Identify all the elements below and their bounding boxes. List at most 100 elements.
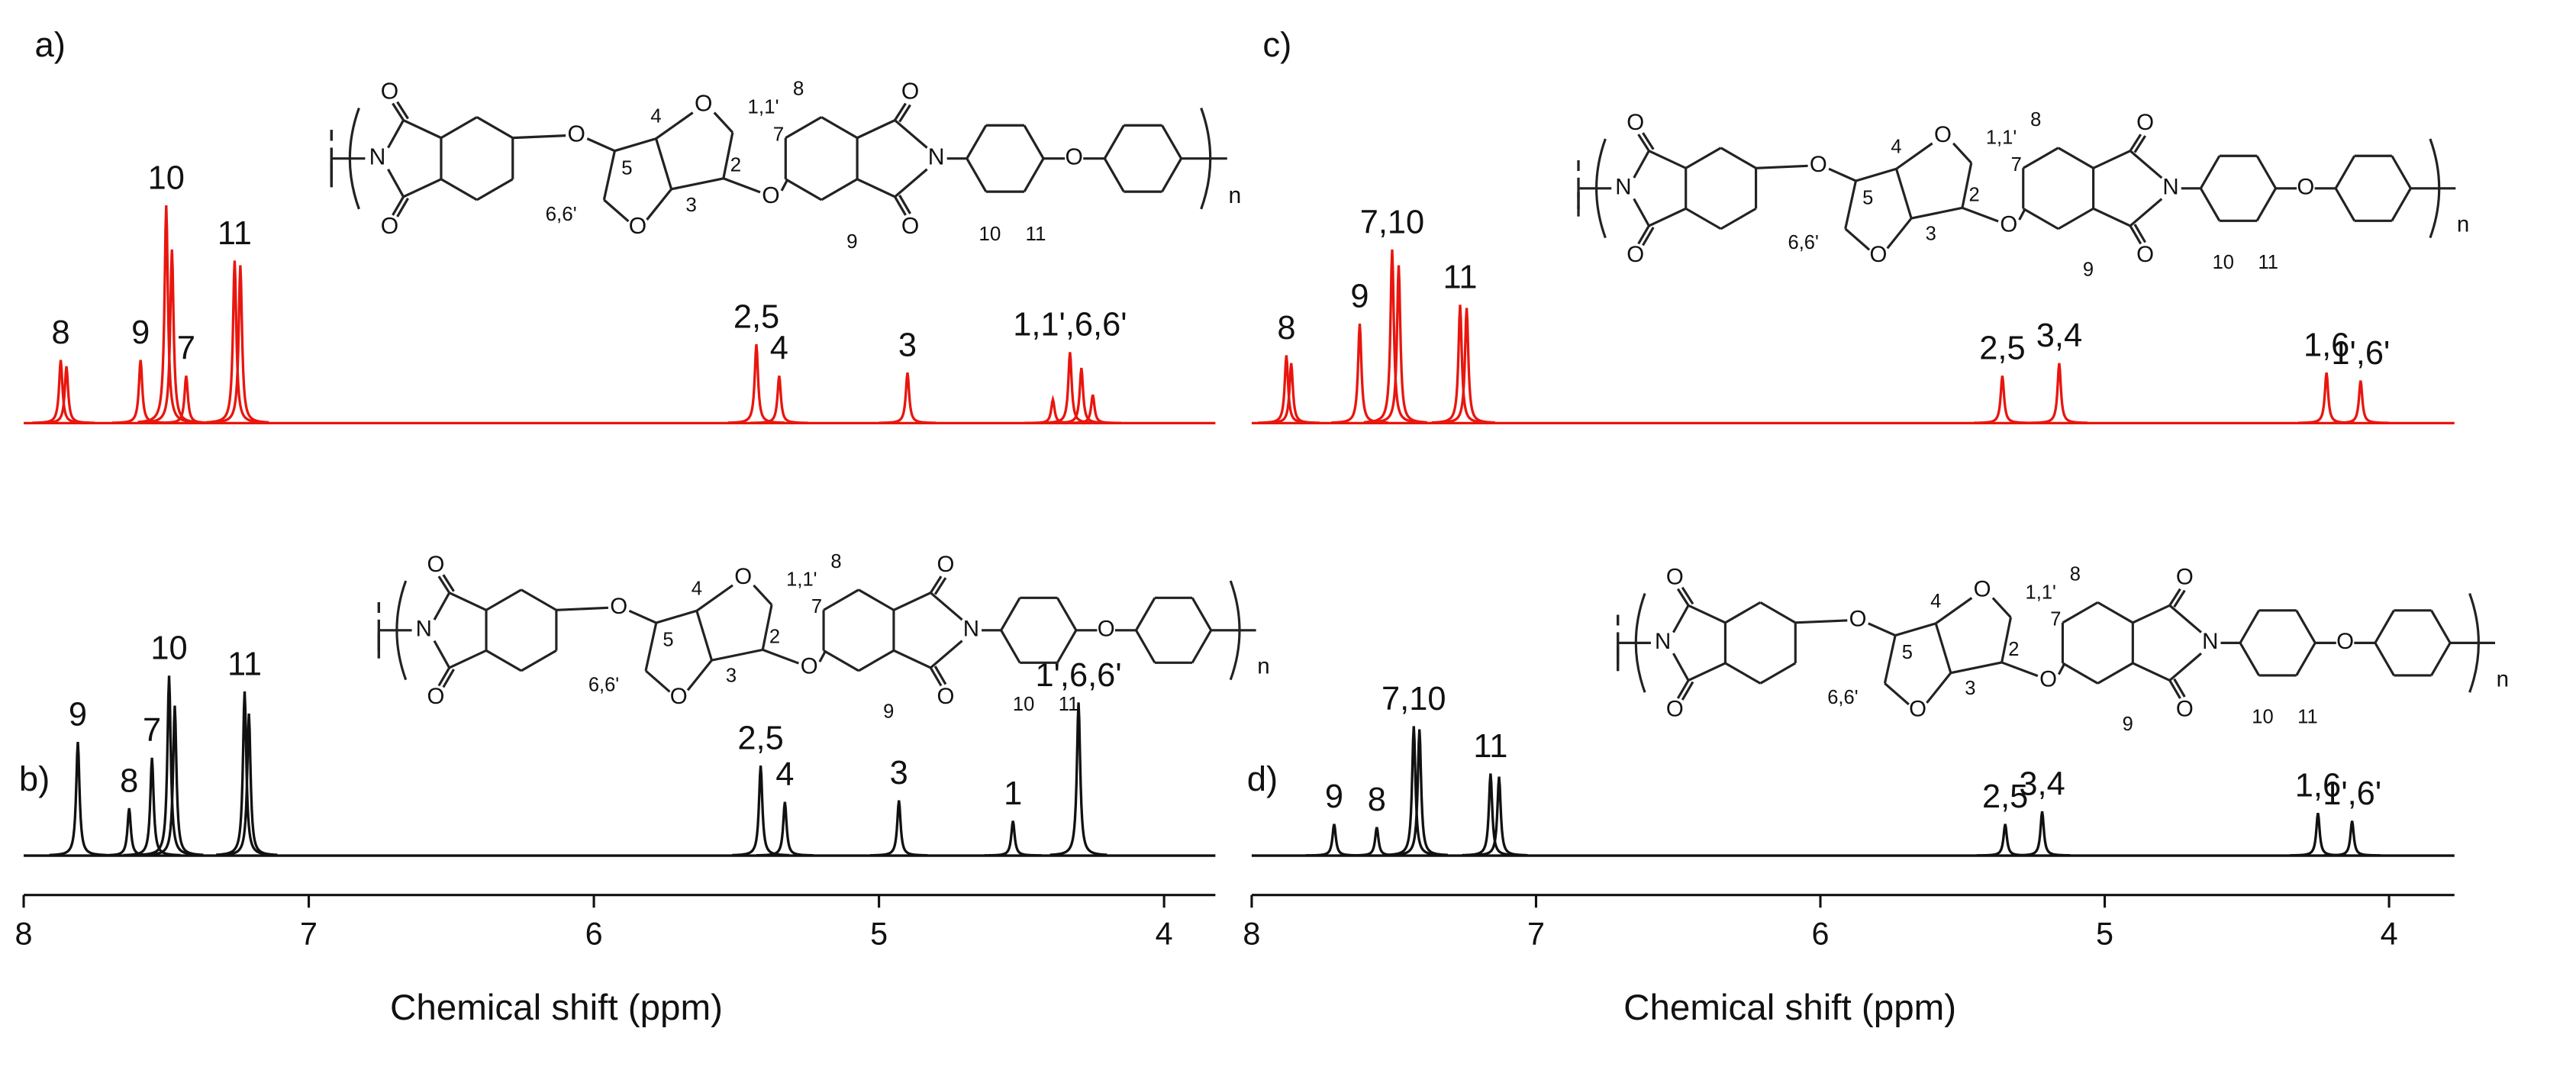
peak-label: 2,5 bbox=[737, 720, 783, 757]
peak-label: 1',6' bbox=[2323, 775, 2381, 812]
peak bbox=[123, 757, 181, 857]
bond bbox=[521, 649, 557, 672]
structure-label: 3 bbox=[685, 193, 697, 216]
structure-label: 2 bbox=[1969, 184, 1980, 205]
structure-label: O bbox=[2336, 629, 2354, 654]
bond bbox=[2129, 198, 2163, 227]
bond bbox=[1868, 622, 1896, 637]
bond bbox=[2239, 610, 2260, 644]
bond bbox=[1910, 206, 1963, 220]
structure-label: 7 bbox=[811, 596, 822, 617]
bond bbox=[930, 591, 963, 621]
bond bbox=[402, 178, 442, 198]
peak-label: 7 bbox=[143, 712, 161, 749]
bond bbox=[898, 195, 911, 214]
bond bbox=[1648, 150, 1687, 169]
bond bbox=[442, 669, 455, 688]
structure: O O N O 5 4 3 O O 6,6' 2 1,1' 7 O 8 9 O O N 10 11 On bbox=[330, 76, 1241, 253]
peak-label: 1 bbox=[1004, 775, 1022, 812]
structure-label: 9 bbox=[846, 230, 857, 253]
bond bbox=[1023, 157, 1045, 192]
bond bbox=[2199, 187, 2221, 222]
bond bbox=[929, 575, 943, 594]
bond bbox=[485, 588, 522, 611]
bond bbox=[1926, 672, 1952, 704]
peak-label: 11 bbox=[1473, 728, 1507, 765]
bond bbox=[1135, 597, 1156, 631]
bond bbox=[785, 116, 822, 140]
bond bbox=[898, 104, 911, 123]
bond bbox=[2168, 604, 2202, 633]
bond bbox=[2334, 187, 2356, 222]
peak bbox=[1363, 249, 1421, 424]
peak bbox=[1974, 376, 2031, 424]
bracket bbox=[395, 580, 408, 681]
peak bbox=[727, 343, 785, 424]
structure-label: 10 bbox=[978, 222, 1001, 245]
bond bbox=[1103, 157, 1125, 192]
bond bbox=[2133, 135, 2146, 153]
structure-label: 1,1' bbox=[786, 569, 817, 591]
bond bbox=[785, 178, 822, 201]
bond bbox=[646, 188, 672, 221]
bond bbox=[2062, 601, 2099, 624]
x-tick-label: 4 bbox=[1156, 916, 1173, 951]
bond bbox=[1000, 597, 1021, 631]
peak bbox=[1064, 394, 1122, 424]
peak-label: 11 bbox=[227, 646, 262, 682]
bond bbox=[1795, 619, 1848, 624]
structure-label: O bbox=[629, 214, 646, 239]
bond bbox=[722, 132, 734, 179]
peak bbox=[1391, 729, 1449, 856]
structure-label: O bbox=[937, 552, 954, 577]
x-axis-label: Chemical shift (ppm) bbox=[390, 988, 723, 1028]
bond bbox=[2168, 652, 2202, 682]
structure-label: O bbox=[381, 79, 398, 104]
peak-label: 7 bbox=[177, 330, 195, 367]
bond bbox=[1844, 180, 1858, 230]
structure-label: O bbox=[2297, 175, 2314, 200]
structure-label: 11 bbox=[1059, 694, 1078, 715]
bond bbox=[387, 168, 405, 198]
structure-label: 10 bbox=[1013, 694, 1034, 715]
bond bbox=[1961, 163, 1973, 208]
structure-label: O bbox=[1869, 242, 1887, 267]
peak bbox=[1305, 824, 1363, 857]
bond bbox=[644, 669, 671, 693]
bond bbox=[2173, 678, 2186, 698]
structure-label: 5 bbox=[1902, 642, 1913, 663]
peak-label: 4 bbox=[770, 330, 788, 367]
bond bbox=[1720, 147, 1757, 169]
bond bbox=[1895, 142, 1933, 170]
bond bbox=[2132, 662, 2171, 682]
bond bbox=[448, 649, 487, 669]
peak bbox=[143, 249, 201, 424]
bond bbox=[966, 124, 988, 160]
structure-label: 8 bbox=[2070, 564, 2081, 585]
x-tick-label: 4 bbox=[2381, 916, 2398, 951]
bond bbox=[512, 134, 566, 140]
structure-label: O bbox=[762, 183, 779, 208]
structure-label: 4 bbox=[650, 104, 662, 127]
bond bbox=[894, 168, 928, 198]
structure-label: O bbox=[937, 684, 954, 709]
peak bbox=[2013, 811, 2071, 857]
structure-label: 1,1' bbox=[2026, 582, 2056, 603]
bond bbox=[1161, 124, 1182, 160]
bond bbox=[1855, 167, 1897, 182]
bond bbox=[440, 116, 478, 140]
peak bbox=[732, 766, 789, 857]
bond bbox=[628, 609, 657, 624]
structure-label: O bbox=[1934, 122, 1952, 147]
structure-label: 2 bbox=[730, 153, 741, 176]
structure-label: 10 bbox=[2252, 706, 2273, 727]
structure-label: O bbox=[1909, 697, 1926, 722]
bracket bbox=[2429, 138, 2441, 239]
structure-label: 11 bbox=[1026, 222, 1046, 245]
structure-label: 4 bbox=[1930, 591, 1941, 612]
bond bbox=[476, 178, 514, 201]
structure-label: O bbox=[1627, 242, 1644, 267]
peak-label: 4 bbox=[775, 756, 794, 793]
peak bbox=[1041, 352, 1099, 424]
bond bbox=[521, 588, 557, 611]
